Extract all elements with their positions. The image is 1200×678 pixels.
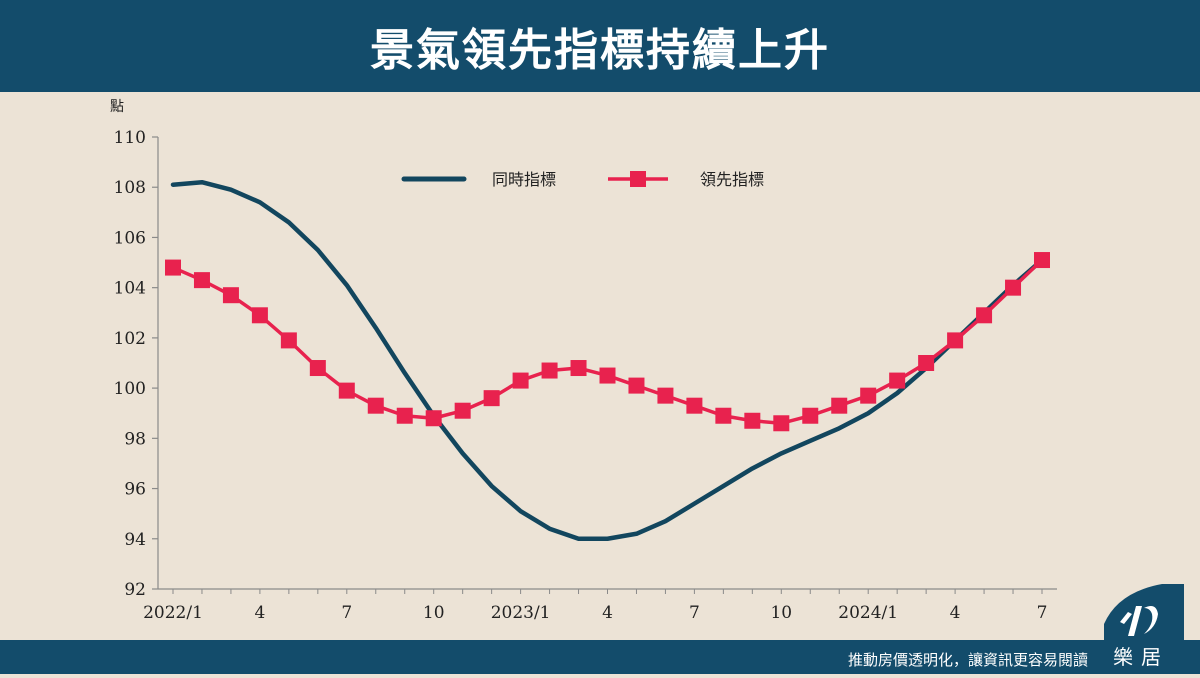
x-tick-label: 2024/1 [838,603,898,623]
leading-point [599,367,616,384]
footer-slogan: 推動房價透明化，讓資訊更容易閱讀 [847,651,1088,669]
leading-point [309,360,326,377]
leading-point [831,397,848,414]
leading-point [165,259,181,276]
leading-point [976,307,993,324]
brand-logo: 樂居 [1098,584,1184,674]
leading-point [367,397,384,414]
x-tick-label: 4 [950,603,961,623]
leading-point [454,402,471,419]
leading-point [715,407,732,424]
x-tick-label: 4 [254,603,265,623]
logo-text: 樂居 [1113,645,1169,669]
logo-mark-icon [1104,584,1184,674]
leading-point [657,387,674,404]
leading-point [570,360,587,377]
x-tick-label: 7 [341,603,352,623]
page-title: 景氣領先指標持續上升 [370,25,830,76]
leading-point [338,382,355,399]
leading-point [541,362,558,379]
leading-point [396,407,413,424]
y-tick-label: 104 [114,279,146,299]
x-tick-label: 4 [602,603,613,623]
y-tick-label: 94 [124,530,146,550]
title-bar: 景氣領先指標持續上升 [0,0,1200,92]
leading-point [860,387,877,404]
leading-point [1034,252,1050,269]
y-tick-label: 102 [114,329,146,349]
leading-point [802,407,819,424]
series-line-coincident [170,179,1045,542]
y-axis-label: 點 [110,99,124,115]
y-tick-label: 110 [114,128,146,148]
leading-point [744,412,761,429]
leading-point [918,355,935,371]
leading-point [628,377,645,394]
x-tick-label: 2023/1 [491,603,551,623]
legend-label-coincident: 同時指標 [492,170,556,189]
y-tick-label: 100 [114,379,146,399]
footer-bar: 推動房價透明化，讓資訊更容易閱讀 [0,640,1200,674]
y-tick-label: 108 [114,178,146,198]
y-tick-label: 92 [124,580,146,600]
legend-marker-leading [630,171,646,187]
x-tick-label: 7 [689,603,700,623]
y-tick-label: 98 [124,429,146,449]
x-tick-label: 7 [1037,603,1048,623]
leading-point [773,415,790,432]
leading-point [425,410,442,427]
y-tick-label: 106 [114,228,146,248]
legend-label-leading: 領先指標 [700,170,764,189]
x-tick-label: 10 [423,603,445,623]
x-tick-label: 2022/1 [143,603,203,623]
leading-point [193,272,210,289]
leading-point [222,287,239,304]
leading-point [686,397,703,414]
y-tick-label: 96 [124,480,146,500]
series-line-leading [172,258,1044,426]
leading-point [1005,279,1022,296]
leading-point [512,372,529,389]
leading-point [483,390,500,407]
leading-point [251,307,268,324]
leading-point [280,332,297,349]
x-tick-label: 10 [770,603,792,623]
leading-point [889,372,906,389]
leading-point [947,332,964,349]
chart-area: 92 94 96 98 100 102 104 106 108 110 點 2022/1 4 7 10 202… [0,92,1200,640]
